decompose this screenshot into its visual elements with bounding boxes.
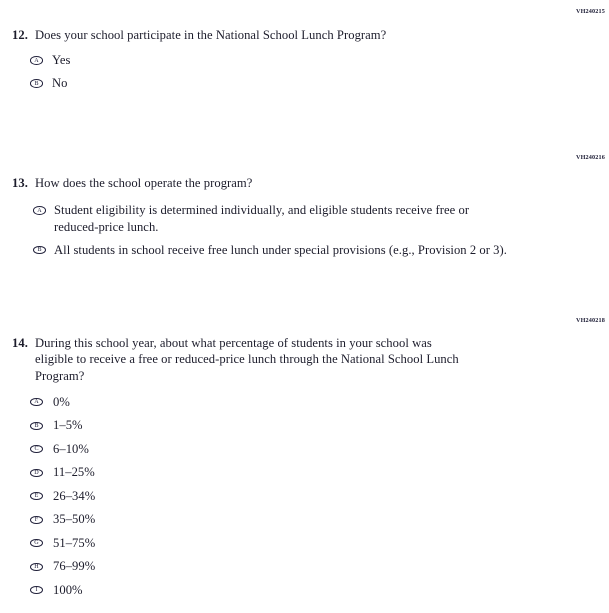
option-row[interactable]: C 6–10% [30,441,609,465]
option-label-line: 26–34% [53,488,96,503]
option-label-line: 100% [53,582,83,597]
option-label-line: No [52,76,68,91]
option-label-line: 1–5% [53,418,83,433]
question-stem-13: How does the school operate the program? [35,175,252,191]
bubble-oval-icon[interactable]: B [30,421,43,430]
bubble-oval-icon[interactable]: A [30,398,43,407]
question-block-12: 12. Does your school participate in the … [0,27,609,98]
option-label: 35–50% [53,511,95,527]
option-label-line: 35–50% [53,512,96,527]
option-label-line: 6–10% [53,441,89,456]
option-label: No [52,75,68,91]
option-label: 51–75% [53,535,95,551]
question-stem-12: Does your school participate in the Nati… [35,27,386,43]
options-list-14: A 0% B 1–5% C 6–10% D 11–25% [30,394,609,606]
bubble-oval-icon[interactable]: G [30,539,43,548]
question-stem-line: Does your school participate in the Nati… [35,28,387,42]
option-label-line: Yes [52,53,71,68]
option-row[interactable]: A 0% [30,394,609,418]
question-stem-14: During this school year, about what perc… [35,335,459,384]
options-list-12: A Yes B No [30,52,609,98]
options-list-13: A Student eligibility is determined indi… [33,202,609,258]
option-label-line: 51–75% [53,535,96,550]
option-label-line: All students in school receive free lunc… [54,242,507,257]
question-stem-line: Program? [35,368,85,383]
bubble-oval-icon[interactable]: D [30,468,43,477]
option-label: 100% [53,582,83,598]
option-row[interactable]: E 26–34% [30,488,609,512]
option-row[interactable]: B No [30,75,609,98]
bubble-oval-icon[interactable]: B [33,246,46,255]
option-row[interactable]: B 1–5% [30,417,609,441]
bubble-oval-icon[interactable]: A [33,206,46,215]
option-label: 0% [53,394,70,410]
question-block-14: 14. During this school year, about what … [0,335,609,605]
varcode-q13: VH240216 [575,154,605,161]
option-label: 76–99% [53,558,95,574]
option-label: All students in school receive free lunc… [54,242,507,258]
option-label: Student eligibility is determined indivi… [54,202,469,235]
bubble-oval-icon[interactable]: H [30,562,43,571]
question-block-13: 13. How does the school operate the prog… [0,175,609,258]
question-number-14: 14. [11,336,28,350]
question-header-14: 14. During this school year, about what … [0,335,609,384]
option-label-line: reduced-price lunch. [54,219,159,234]
bubble-oval-icon[interactable]: I [30,586,43,595]
option-row[interactable]: B All students in school receive free lu… [33,242,609,258]
option-row[interactable]: F 35–50% [30,511,609,535]
question-stem-line: eligible to receive a free or reduced-pr… [35,352,459,367]
bubble-oval-icon[interactable]: F [30,515,43,524]
option-label-line: 11–25% [53,465,95,480]
option-label: Yes [52,52,70,68]
question-stem-line: How does the school operate the program? [35,176,253,190]
varcode-q14: VH240218 [575,317,605,324]
question-stem-line: During this school year, about what perc… [35,336,432,350]
option-row[interactable]: A Yes [30,52,609,75]
question-header-13: 13. How does the school operate the prog… [0,175,609,191]
option-label: 6–10% [53,441,89,457]
varcode-q12: VH240215 [575,8,605,15]
question-header-12: 12. Does your school participate in the … [0,27,609,43]
option-row[interactable]: A Student eligibility is determined indi… [33,202,609,235]
option-label-line: 76–99% [53,559,96,574]
option-row[interactable]: I 100% [30,582,609,606]
option-label: 11–25% [53,464,95,480]
question-number-12: 12. [11,28,28,42]
option-row[interactable]: G 51–75% [30,535,609,559]
option-label-line: 0% [53,394,70,409]
bubble-oval-icon[interactable]: E [30,492,43,501]
option-row[interactable]: H 76–99% [30,558,609,582]
question-number-13: 13. [11,176,28,190]
option-label: 26–34% [53,488,95,504]
bubble-oval-icon[interactable]: B [30,79,43,88]
bubble-oval-icon[interactable]: C [30,445,43,454]
option-label: 1–5% [53,417,83,433]
bubble-oval-icon[interactable]: A [30,56,43,65]
option-row[interactable]: D 11–25% [30,464,609,488]
option-label-line: Student eligibility is determined indivi… [54,203,470,218]
